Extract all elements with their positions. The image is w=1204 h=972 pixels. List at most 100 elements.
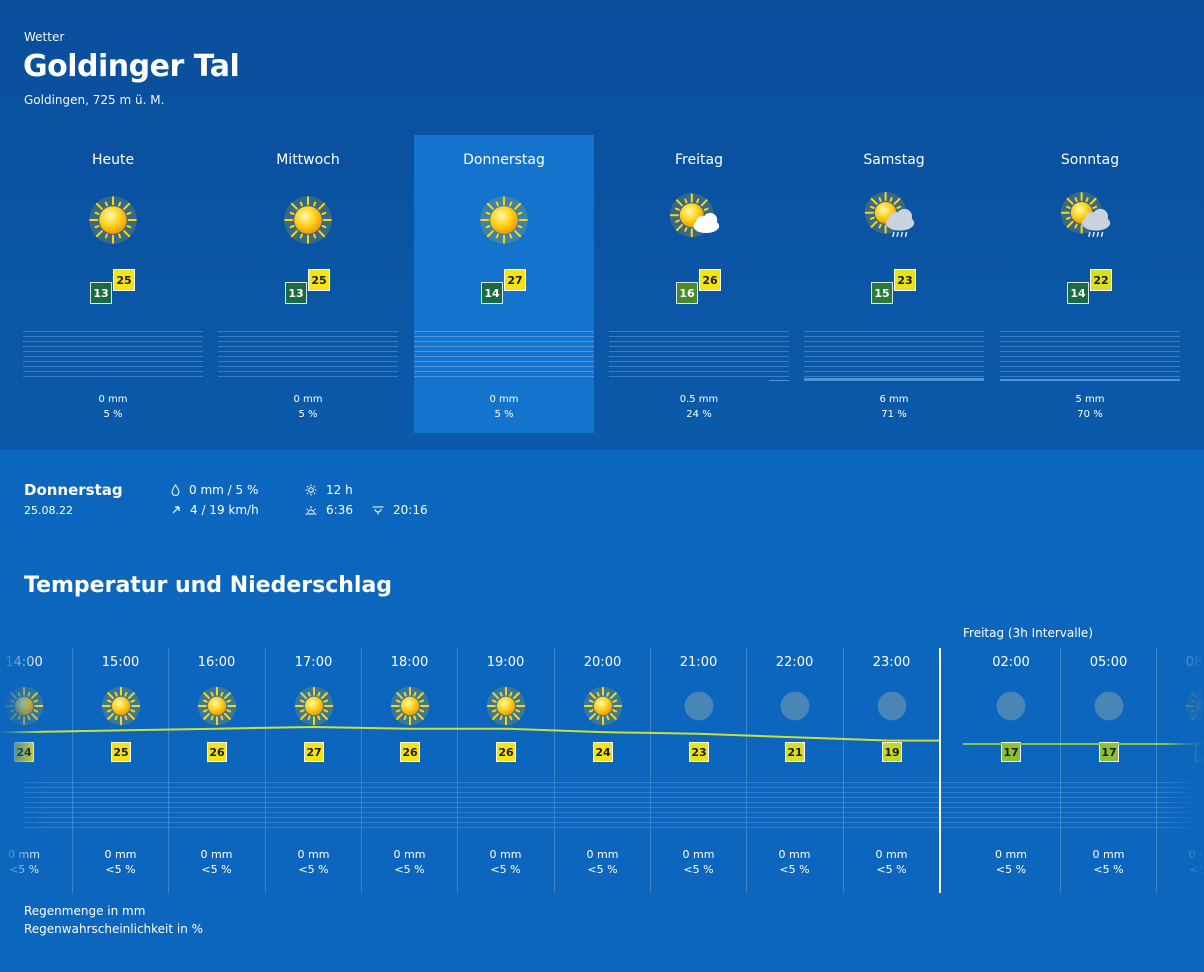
precip-mini-chart (1000, 331, 1180, 381)
hour-temp-badge: 26 (496, 742, 516, 762)
precip-mini-chart (414, 331, 594, 381)
day-precip-probability: 70 % (1077, 409, 1103, 420)
hour-temp-badge: 17 (1099, 742, 1119, 762)
sun-small-icon (305, 484, 317, 496)
sunrise-icon (305, 506, 317, 515)
header-background (0, 0, 1204, 450)
detail-wind-value: 4 / 19 km/h (190, 503, 259, 517)
sun-icon (390, 686, 430, 726)
hour-time: 20:00 (583, 655, 622, 670)
wind-icon (172, 506, 180, 514)
hour-column: 17:00 27 0 mm <5 % (265, 648, 361, 893)
hour-column: 23:00 19 0 mm <5 % (843, 648, 939, 893)
hour-time: 21:00 (679, 655, 718, 670)
moon-icon (872, 686, 912, 726)
hour-time: 16:00 (197, 655, 236, 670)
hour-precip-probability: <5 % (587, 863, 618, 876)
sun-icon (101, 686, 141, 726)
raindrop-icon (171, 484, 180, 496)
hour-temp-badge: 26 (400, 742, 420, 762)
day-precip-probability: 5 % (298, 409, 318, 420)
temp-max-badge: 22 (1090, 269, 1112, 291)
temp-min-badge: 15 (871, 282, 893, 304)
temp-min-badge: 14 (481, 282, 503, 304)
day-card-donnerstag[interactable]: Donnerstag 14 27 0 mm 5 % (414, 135, 594, 433)
day-card-freitag[interactable]: Freitag 16 26 0.5 mm 24 % (609, 135, 789, 433)
precip-mini-chart (804, 331, 984, 381)
location-title: Goldinger Tal (23, 49, 240, 84)
sun-icon (83, 190, 143, 250)
hour-temp-badge: 26 (207, 742, 227, 762)
day-name: Samstag (863, 152, 925, 168)
hour-precip-probability: <5 % (105, 863, 136, 876)
hour-time: 15:00 (101, 655, 140, 670)
day-name: Freitag (675, 152, 723, 168)
day-precip-probability: 24 % (686, 409, 712, 420)
hour-temp-badge: 17 (1001, 742, 1021, 762)
detail-sunset: 20:16 (372, 503, 428, 517)
moon-icon (775, 686, 815, 726)
hour-temp-badge: 21 (785, 742, 805, 762)
day-precip-amount: 0.5 mm (679, 394, 719, 405)
sun-cloud-rain-icon (1060, 190, 1120, 250)
temp-max-badge: 25 (308, 269, 330, 291)
temp-max-badge: 27 (504, 269, 526, 291)
hour-precip-probability: <5 % (394, 863, 425, 876)
day-card-samstag[interactable]: Samstag 15 23 6 mm 71 % (804, 135, 984, 433)
day-name: Heute (91, 152, 135, 168)
detail-precip-value: 0 mm / 5 % (189, 483, 259, 497)
day-precip-amount: 0 mm (98, 394, 128, 405)
day-card-mittwoch[interactable]: Mittwoch 13 25 0 mm 5 % (218, 135, 398, 433)
hour-time: 05:00 (1089, 655, 1128, 670)
hour-temp-badge: 25 (111, 742, 131, 762)
sun-cloud-rain-icon (864, 190, 924, 250)
hour-precip-amount: 0 mm (489, 848, 522, 861)
hour-precip-amount: 0 mm (393, 848, 426, 861)
hour-time: 22:00 (775, 655, 814, 670)
interval-label: Freitag (3h Intervalle) (963, 626, 1093, 640)
hour-column: 15:00 25 0 mm <5 % (72, 648, 168, 893)
detail-sunset-value: 20:16 (393, 503, 428, 517)
temp-min-badge: 13 (285, 282, 307, 304)
day-precip-probability: 5 % (494, 409, 514, 420)
legend-amount: Regenmenge in mm (24, 904, 146, 918)
day-card-heute[interactable]: Heute 13 25 0 mm 5 % (23, 135, 203, 433)
hour-temp-badge: 24 (593, 742, 613, 762)
day-precip-amount: 0 mm (293, 394, 323, 405)
sun-icon (583, 686, 623, 726)
moon-icon (679, 686, 719, 726)
day-precip-amount: 5 mm (1075, 394, 1105, 405)
hour-time: 23:00 (872, 655, 911, 670)
day-precip-amount: 0 mm (489, 394, 519, 405)
sun-icon (294, 686, 334, 726)
detail-day: Donnerstag (24, 481, 123, 499)
hour-column: 05:00 17 0 mm <5 % (1060, 648, 1156, 893)
hour-precip-probability: <5 % (201, 863, 232, 876)
moon-icon (991, 686, 1031, 726)
temp-min-badge: 16 (676, 282, 698, 304)
hour-column: 18:00 26 0 mm <5 % (361, 648, 457, 893)
hour-precip-probability: <5 % (683, 863, 714, 876)
hour-precip-amount: 0 mm (995, 848, 1027, 861)
day-precip-amount: 6 mm (879, 394, 909, 405)
hourly-section-title: Temperatur und Niederschlag (24, 573, 393, 598)
detail-sunshine-value: 12 h (326, 483, 353, 497)
temp-max-badge: 25 (113, 269, 135, 291)
hour-column: 20:00 24 0 mm <5 % (554, 648, 650, 893)
day-card-sonntag[interactable]: Sonntag 14 22 5 mm 70 % (1000, 135, 1180, 433)
precip-bar (804, 378, 984, 381)
precip-mini-chart (218, 331, 398, 381)
precip-mini-chart (23, 331, 203, 381)
temp-min-badge: 14 (1067, 282, 1089, 304)
section-kicker: Wetter (24, 30, 65, 44)
sun-icon (486, 686, 526, 726)
sun-icon (278, 190, 338, 250)
scroll-fade-right (1164, 648, 1204, 893)
hour-precip-probability: <5 % (995, 863, 1027, 876)
temp-max-badge: 23 (894, 269, 916, 291)
hour-precip-probability: <5 % (490, 863, 521, 876)
moon-icon (1089, 686, 1129, 726)
precip-mini-chart (609, 331, 789, 381)
hour-time: 18:00 (390, 655, 429, 670)
hour-precip-amount: 0 mm (297, 848, 330, 861)
